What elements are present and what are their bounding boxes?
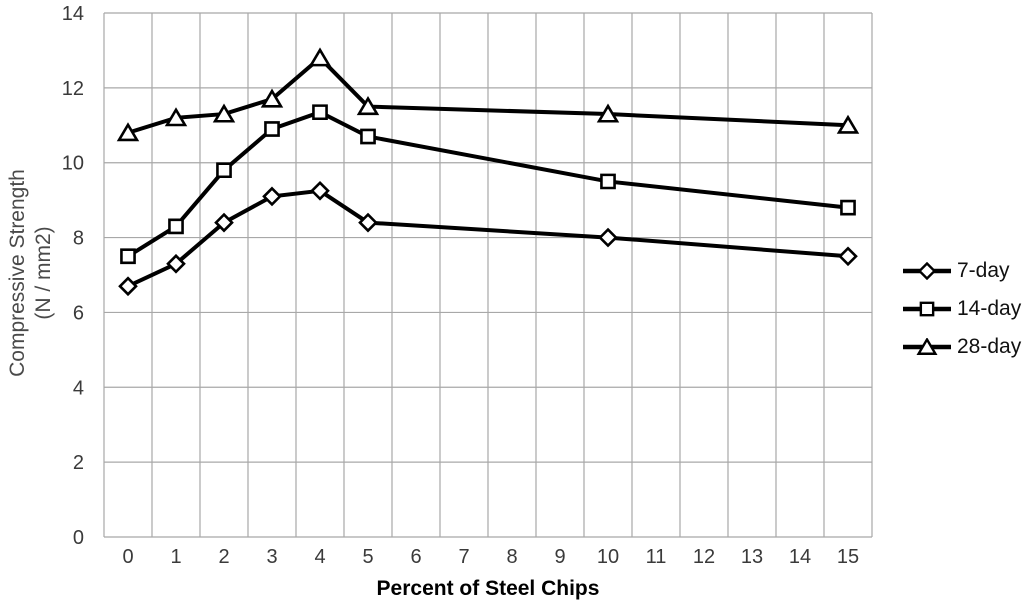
y-axis-title: Compressive Strength (N / mm2)	[5, 113, 59, 433]
data-point-28-day	[116, 122, 140, 142]
x-tick-label: 3	[266, 546, 277, 568]
data-point-14-day	[216, 162, 232, 179]
legend-item-7-day: 7-day	[903, 259, 1021, 283]
legend-label: 28-day	[957, 335, 1022, 358]
legend-item-28-day: 28-day	[903, 335, 1021, 359]
x-tick-label: 4	[314, 546, 325, 568]
y-tick-label: 0	[73, 527, 84, 549]
x-axis-title: Percent of Steel Chips	[376, 577, 600, 600]
x-tick-label: 2	[218, 546, 229, 568]
x-tick-label: 6	[410, 546, 421, 568]
data-point-7-day	[310, 180, 330, 201]
data-point-7-day	[598, 227, 618, 248]
data-point-28-day	[596, 103, 620, 123]
data-point-7-day	[262, 186, 282, 207]
x-tick-label: 9	[554, 546, 565, 568]
data-point-7-day	[358, 212, 378, 233]
data-point-14-day	[840, 199, 856, 216]
diamond-marker-icon	[903, 262, 951, 280]
y-tick-label: 12	[62, 78, 84, 100]
x-tick-label: 14	[789, 546, 811, 568]
x-tick-label: 10	[597, 546, 619, 568]
y-tick-label: 6	[73, 302, 84, 324]
data-point-7-day	[214, 212, 234, 233]
x-tick-label: 11	[646, 546, 667, 568]
series-line-7-day	[127, 188, 849, 289]
square-marker-icon	[903, 301, 951, 317]
x-tick-label: 8	[506, 546, 517, 568]
data-point-14-day	[168, 218, 184, 235]
data-point-14-day	[360, 128, 376, 145]
y-tick-label: 14	[62, 3, 84, 25]
x-tick-label: 12	[693, 546, 715, 568]
y-tick-label: 4	[73, 377, 84, 399]
series-line-14-day	[126, 110, 849, 258]
data-point-28-day	[836, 114, 860, 134]
data-point-14-day	[600, 173, 616, 190]
y-tick-label: 8	[73, 228, 84, 250]
series-line-28-day	[127, 55, 849, 135]
legend-item-14-day: 14-day	[903, 297, 1021, 321]
data-point-14-day	[264, 121, 280, 137]
legend-label: 7-day	[957, 259, 1010, 282]
x-tick-label: 15	[837, 546, 859, 568]
x-tick-label: 0	[122, 546, 133, 568]
data-point-7-day	[166, 253, 186, 274]
data-point-28-day	[212, 103, 236, 123]
data-point-28-day	[164, 107, 188, 127]
x-tick-label: 7	[458, 546, 469, 568]
y-axis-title-line1: Compressive Strength	[6, 169, 29, 377]
data-point-14-day	[120, 248, 136, 265]
x-tick-label: 1	[170, 546, 181, 568]
x-tick-label: 5	[362, 546, 373, 568]
data-point-14-day	[312, 104, 328, 121]
data-point-7-day	[838, 246, 858, 267]
x-tick-label: 13	[741, 546, 763, 568]
y-tick-label: 2	[73, 452, 84, 474]
legend: 7-day 14-day 28-day	[903, 259, 1021, 359]
legend-label: 14-day	[957, 297, 1022, 320]
y-tick-label: 10	[62, 153, 84, 175]
data-point-7-day	[118, 276, 138, 297]
data-point-28-day	[356, 96, 380, 116]
triangle-marker-icon	[903, 338, 951, 355]
data-point-28-day	[308, 47, 332, 67]
data-point-28-day	[260, 88, 284, 108]
y-axis-title-line2: (N / mm2)	[32, 226, 55, 320]
